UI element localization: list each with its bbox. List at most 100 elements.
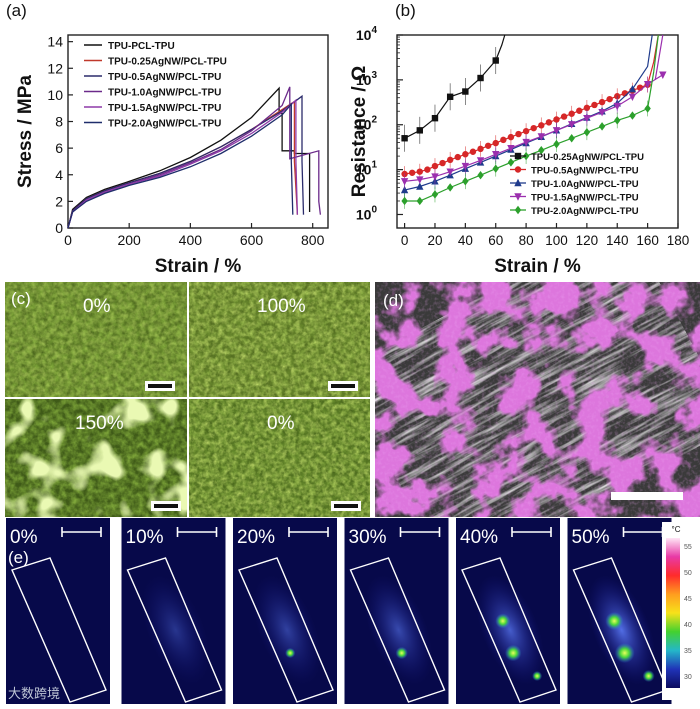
data-point-3 (583, 114, 591, 123)
data-point-1 (515, 130, 522, 138)
strain-label-5: 50% (572, 527, 610, 548)
micrograph-label-2: 150% (75, 413, 124, 434)
hot-spot (285, 647, 296, 659)
data-point-3 (492, 151, 500, 159)
sample-outline (349, 557, 446, 703)
strain-label-1: 10% (126, 527, 164, 548)
micrograph-label-1: 100% (257, 296, 306, 317)
data-point-4 (477, 171, 484, 180)
data-point-4 (583, 128, 591, 137)
resistance-strain-plot: 0 20 40 60 80 100 120 140 160 180100101102103104S… (350, 25, 689, 277)
thermal-tile-5: 50% (567, 518, 672, 704)
x-tick-label: 800 (301, 232, 325, 248)
x-tick-label: 400 (179, 232, 203, 248)
colorbar-tick-label: 50 (684, 570, 692, 577)
y-tick-label: 14 (47, 34, 63, 50)
data-point-4 (568, 134, 575, 143)
legend-label-3: TPU-1.0AgNW/PCL-TPU (108, 88, 221, 99)
data-point-0 (492, 57, 499, 64)
data-point-3 (400, 178, 409, 186)
colorbar-tick-label: 35 (684, 648, 692, 655)
micrograph-tile-0: 0% (5, 282, 187, 397)
panel-label-d: (d) (383, 291, 404, 310)
data-point-1 (568, 110, 575, 117)
legend-marker-2 (514, 178, 522, 187)
data-point-3 (461, 162, 470, 171)
stress-strain-plot: 0 200 400 600 800 0 2 4 6 8 10 12 14 Strain / % Stress… (15, 34, 329, 277)
x-tick-label: 60 (488, 233, 503, 248)
data-point-1 (538, 122, 545, 129)
y-tick-exponent: 1 (371, 160, 377, 171)
panel-label-b: (b) (395, 1, 416, 20)
micrograph-tile-2: 150% (5, 399, 187, 517)
data-point-4 (431, 190, 439, 199)
y-tick-exponent: 0 (371, 204, 377, 215)
sample-outline (461, 557, 557, 703)
y-tick-label: 8 (55, 114, 63, 130)
legend-marker-1 (514, 166, 522, 173)
series-tail-3 (654, 34, 664, 81)
hot-spot (395, 646, 408, 660)
data-point-3 (416, 176, 424, 184)
data-point-3 (598, 109, 606, 117)
data-point-3 (431, 173, 439, 181)
thermal-glow (364, 575, 433, 685)
data-point-1 (492, 139, 499, 147)
micrograph-label-0: 0% (83, 296, 111, 317)
legend-label-0: TPU-PCL-TPU (108, 41, 175, 52)
data-point-0 (431, 114, 439, 122)
data-point-0 (446, 93, 454, 100)
panel-label-c: (c) (11, 289, 31, 308)
legend-label-5: TPU-2.0AgNW/PCL-TPU (108, 119, 221, 130)
data-point-1 (454, 153, 461, 161)
panel-d-micrograph: (d) (375, 282, 700, 517)
legend-label-0: TPU-0.25AgNW/PCL-TPU (531, 152, 644, 163)
thermal-tile-2: 20% (233, 518, 337, 704)
data-point-1 (431, 162, 439, 170)
data-point-1 (545, 119, 553, 126)
hot-spot (642, 670, 655, 682)
x-tick-label: 180 (667, 233, 690, 248)
colorbar-tick-label: 30 (684, 674, 692, 681)
legend-label-4: TPU-1.5AgNW/PCL-TPU (108, 103, 221, 114)
x-tick-label: 600 (240, 232, 264, 248)
data-point-1 (591, 101, 598, 109)
data-point-3 (659, 71, 667, 79)
data-point-3 (643, 81, 652, 89)
data-point-3 (446, 168, 454, 176)
x-axis-label: Strain / % (494, 256, 581, 277)
legend-label-1: TPU-0.25AgNW/PCL-TPU (108, 57, 227, 68)
y-axis-label: Stress / MPa (15, 75, 36, 188)
x-tick-label: 20 (427, 233, 442, 248)
y-tick-label: 4 (55, 167, 63, 183)
sample-outline (11, 557, 107, 703)
thermal-tile-0: 0% (6, 518, 110, 704)
x-tick-label: 140 (606, 233, 629, 248)
panel-label-a: (a) (6, 1, 27, 20)
thermal-glow (476, 575, 544, 685)
data-point-1 (446, 156, 454, 164)
data-point-3 (613, 102, 621, 111)
data-point-2 (628, 84, 637, 93)
data-point-1 (439, 159, 446, 167)
colorbar-tick-label: 55 (684, 544, 692, 551)
data-point-1 (500, 136, 507, 144)
hot-spot (495, 613, 511, 629)
x-tick-label: 160 (636, 233, 659, 248)
series-line-2 (404, 88, 633, 191)
data-point-3 (628, 93, 637, 101)
y-tick-label: 12 (47, 60, 63, 76)
series-tail-4 (647, 34, 659, 109)
thermal-tile-4: 40% (456, 518, 560, 704)
colorbar-gradient (666, 538, 680, 688)
x-tick-label: 120 (576, 233, 599, 248)
x-axis-label: Strain / % (155, 256, 242, 277)
micrograph-tile-3: 0% (189, 399, 370, 517)
series-line-4 (67, 98, 299, 229)
data-point-1 (469, 148, 477, 155)
data-point-1 (477, 145, 484, 153)
colorbar-tick-label: 45 (684, 596, 692, 603)
data-point-3 (537, 133, 545, 141)
data-point-1 (462, 151, 469, 158)
data-point-4 (492, 164, 499, 173)
